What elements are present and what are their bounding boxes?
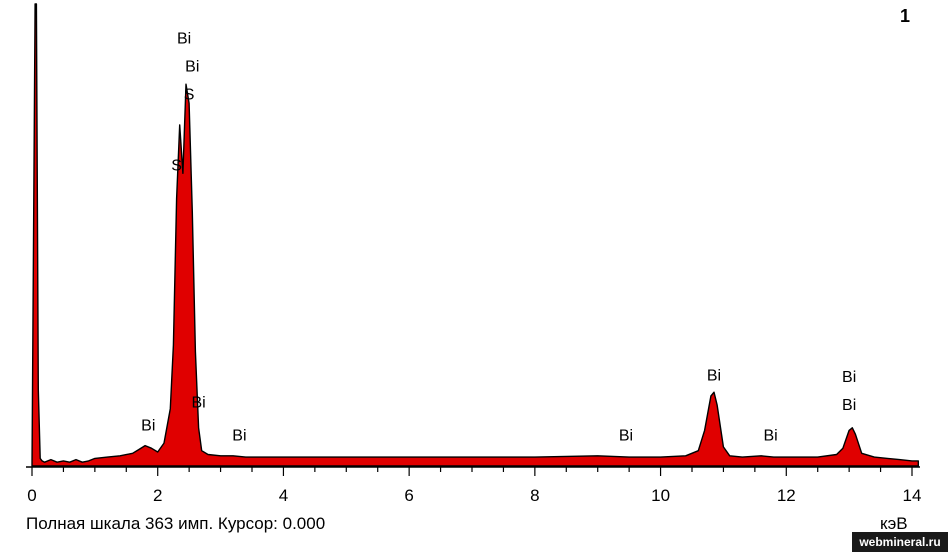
- x-tick-label: 0: [27, 486, 36, 505]
- x-tick-labels: 0 2 4 6 8 10 12 14: [27, 486, 921, 505]
- x-tick-label: 12: [777, 486, 796, 505]
- x-tick-label: 14: [903, 486, 922, 505]
- peak-label-bi: Bi: [763, 428, 777, 445]
- watermark-badge: webmineral.ru: [852, 532, 948, 552]
- peak-label-bi: Bi: [232, 428, 246, 445]
- x-tick-label: 2: [153, 486, 162, 505]
- peak-labels: Bi Bi S S Bi Bi Bi Bi Bi Bi Bi Bi: [141, 30, 856, 444]
- peak-label-s: S: [184, 86, 195, 103]
- x-tick-label: 10: [651, 486, 670, 505]
- x-tick-label: 8: [530, 486, 539, 505]
- peak-label-bi: Bi: [177, 30, 191, 47]
- peak-label-bi: Bi: [141, 417, 155, 434]
- spectrum-number-label: 1: [900, 6, 911, 26]
- peak-label-bi: Bi: [185, 58, 199, 75]
- x-axis: [26, 466, 920, 476]
- x-tick-label: 6: [404, 486, 413, 505]
- spectrum-area: [31, 3, 919, 467]
- peak-label-bi: Bi: [619, 428, 633, 445]
- peak-label-s: S: [171, 158, 182, 175]
- peak-label-bi: Bi: [842, 369, 856, 386]
- peak-label-bi: Bi: [191, 394, 205, 411]
- full-scale-status-text: Полная шкала 363 имп. Курсор: 0.000: [26, 514, 326, 533]
- peak-label-bi: Bi: [842, 397, 856, 414]
- spectrum-series: [31, 3, 919, 467]
- x-axis-unit-label: кэВ: [880, 514, 908, 533]
- peak-label-bi: Bi: [707, 368, 721, 385]
- x-tick-label: 4: [279, 486, 288, 505]
